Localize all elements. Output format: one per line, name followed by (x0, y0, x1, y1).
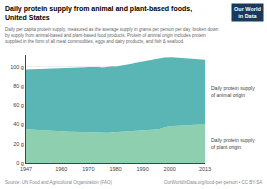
svg-text:1970: 1970 (82, 166, 94, 172)
svg-text:40 g: 40 g (13, 121, 24, 127)
svg-text:2013: 2013 (199, 166, 211, 172)
svg-text:20 g: 20 g (13, 141, 24, 147)
svg-text:60 g: 60 g (13, 102, 24, 108)
svg-text:1947: 1947 (20, 166, 32, 172)
svg-text:80 g: 80 g (13, 83, 24, 89)
svg-text:Our Worldin Data: Our Worldin Data (234, 6, 261, 19)
svg-text:Daily protein supplyof animal: Daily protein supplyof animal origin (211, 85, 255, 98)
svg-text:Daily protein supply from anim: Daily protein supply from animal and pla… (5, 5, 192, 21)
svg-text:1960: 1960 (55, 166, 67, 172)
svg-text:1980: 1980 (109, 166, 121, 172)
svg-text:OurWorldInData.org/food-per-pe: OurWorldInData.org/food-per-person • CC … (164, 180, 262, 185)
svg-text:1990: 1990 (136, 166, 148, 172)
svg-text:Daily per capita protein suppl: Daily per capita protein supply, measure… (5, 27, 219, 44)
svg-text:2000: 2000 (164, 166, 176, 172)
svg-text:0 g: 0 g (16, 160, 24, 166)
svg-text:Daily protein supplyof plant o: Daily protein supplyof plant origin (211, 137, 255, 150)
svg-text:Source: UN Food and Agricultur: Source: UN Food and Agricultural Organiz… (5, 180, 113, 185)
svg-text:100 g: 100 g (10, 63, 24, 69)
